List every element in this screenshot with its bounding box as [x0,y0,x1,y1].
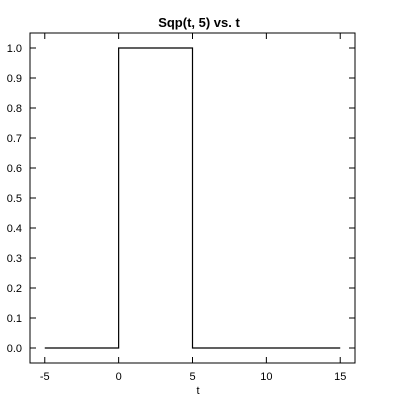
y-tick-label: 0.6 [7,163,22,175]
series-line [44,47,341,349]
x-tick-label: 15 [334,371,346,383]
x-axis: -5 0 5 10 15 [40,33,346,383]
series-layer [44,47,341,349]
chart-title: Sqp(t, 5) vs. t [158,15,240,30]
y-tick-label: 0.1 [7,313,22,325]
y-tick-label: 0.2 [7,283,22,295]
y-tick-label: 0.4 [7,223,22,235]
y-tick-label: 0.7 [7,133,22,145]
y-tick-label: 0.8 [7,103,22,115]
x-tick-label: -5 [40,371,50,383]
x-tick-label: 10 [260,371,272,383]
y-tick-label: 0.5 [7,193,22,205]
y-tick-label: 0.3 [7,253,22,265]
y-tick-label: 0.9 [7,73,22,85]
y-axis: 0.0 0.1 0.2 0.3 0.4 0.5 0.6 0.7 0.8 0.9 1.0 [7,43,355,355]
y-tick-label: 0.0 [7,343,22,355]
x-axis-title: t [196,385,199,397]
y-tick-label: 1.0 [7,43,22,55]
x-tick-label: 5 [189,371,195,383]
x-tick-label: 0 [116,371,122,383]
